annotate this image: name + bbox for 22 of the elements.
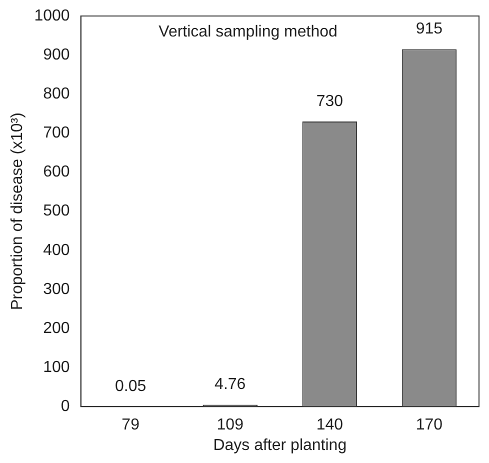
- y-tick-label: 500: [43, 202, 70, 220]
- x-tick-label: 79: [122, 416, 140, 434]
- y-tick-label: 400: [43, 242, 70, 259]
- y-tick-label: 700: [43, 124, 70, 142]
- y-tick-label: 0: [60, 398, 70, 416]
- y-tick-label: 600: [43, 164, 70, 181]
- y-tick-label: 300: [43, 280, 70, 298]
- x-tick-label: 109: [216, 416, 244, 434]
- data-label: 4.76: [214, 376, 246, 394]
- text: Vertical sampling method: [158, 23, 338, 40]
- data-label: 730: [316, 92, 344, 110]
- data-label: 915: [416, 20, 443, 38]
- data-label: 0.05: [115, 378, 146, 395]
- x-axis-title: Days after planting: [213, 436, 347, 454]
- x-tick-label: 170: [416, 416, 443, 434]
- x-tick-label: 140: [316, 416, 344, 434]
- y-axis-title: Proportion of disease (x10³): [9, 112, 26, 310]
- y-tick-label: 200: [43, 320, 70, 337]
- y-tick-label: 800: [43, 86, 70, 103]
- y-tick-label: 1000: [34, 7, 70, 24]
- y-tick-label: 100: [43, 358, 70, 376]
- y-tick-label: 900: [43, 46, 70, 64]
